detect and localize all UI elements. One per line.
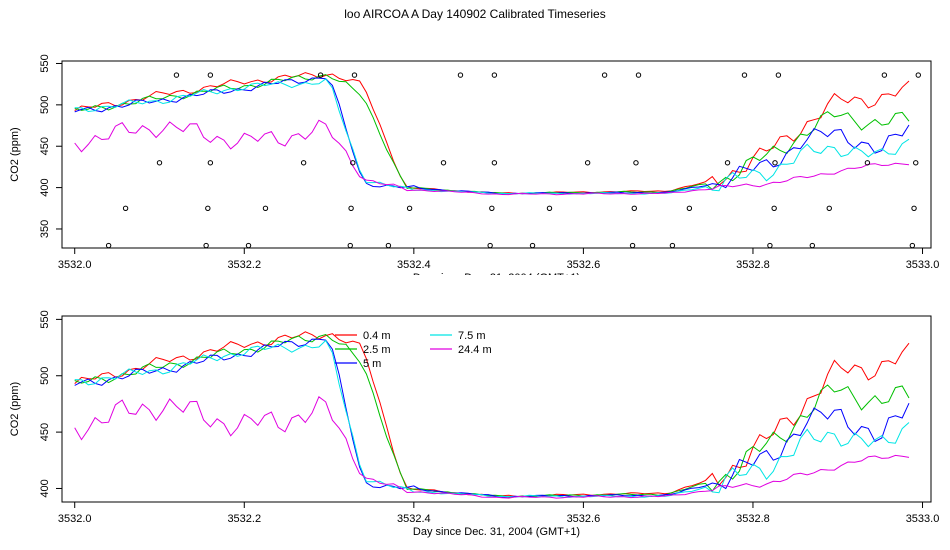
calibration-point <box>864 160 871 166</box>
y-tick-label: 400 <box>39 479 51 497</box>
y-tick-label: 500 <box>39 367 51 385</box>
series-line-5-m <box>74 338 910 498</box>
calibration-point <box>245 242 252 249</box>
calibration-point <box>911 205 917 211</box>
calibration-point <box>686 205 693 211</box>
calibration-point <box>915 72 921 78</box>
calibration-point <box>913 160 919 166</box>
calibration-point <box>385 242 392 249</box>
y-tick-label: 450 <box>39 423 51 441</box>
calibration-point <box>741 72 748 78</box>
plot-frame <box>61 315 932 503</box>
y-tick-label: 550 <box>39 54 51 72</box>
calibration-point <box>105 242 112 249</box>
legend-label: 5 m <box>363 358 381 370</box>
calibration-point <box>173 72 180 78</box>
calibration-point <box>300 160 307 166</box>
x-tick-label: 3532.2 <box>227 513 261 525</box>
y-axis-label: CO2 (ppm) <box>9 382 21 436</box>
calibration-point <box>546 205 553 211</box>
series-line-24-4-m <box>74 119 910 196</box>
calibration-point <box>207 72 214 78</box>
bottom-chart: 3532.0 3532.2 3532.4 3532.6 3532.8 3533.0 400 4… <box>9 310 940 538</box>
x-tick-label: 3532.4 <box>397 513 431 525</box>
calibration-point <box>491 160 498 166</box>
series-line-24-4-m <box>74 396 910 499</box>
calibration-point <box>317 72 324 78</box>
y-tick-label: 550 <box>39 310 51 328</box>
plot-frame <box>61 60 932 249</box>
calibration-point <box>724 160 731 166</box>
calibration-point <box>440 160 447 166</box>
legend-label: 24.4 m <box>458 344 492 356</box>
calibration-point <box>635 72 642 78</box>
series-line-0-4-m <box>74 331 910 498</box>
calibration-point <box>669 242 676 249</box>
y-tick-label: 350 <box>39 220 51 238</box>
legend-label: 0.4 m <box>363 330 391 342</box>
calibration-point <box>909 242 916 249</box>
calibration-point <box>771 205 777 211</box>
legend-label: 7.5 m <box>458 330 486 342</box>
calibration-point <box>348 205 354 211</box>
calibration-point <box>775 72 782 78</box>
calibration-point <box>772 160 778 166</box>
calibration-point <box>351 72 358 78</box>
series-line-2-5-m <box>74 333 910 498</box>
x-tick-label: 3533.0 <box>906 259 940 271</box>
calibration-point <box>767 242 773 249</box>
calibration-point <box>584 160 591 166</box>
top-chart: 3532.0 3532.2 3532.4 3532.6 3532.8 3533.0 350 4… <box>9 54 940 275</box>
x-tick-label: 3532.8 <box>736 513 770 525</box>
y-tick-label: 450 <box>39 137 51 155</box>
calibration-point <box>122 205 129 211</box>
calibration-point <box>203 242 209 249</box>
calibration-point <box>457 72 464 78</box>
calibration-point <box>406 205 413 211</box>
series-line-5-m <box>74 77 910 195</box>
calibration-point <box>529 242 536 249</box>
x-tick-label: 3532.0 <box>58 513 92 525</box>
calibration-point <box>156 160 163 166</box>
x-tick-label: 3533.0 <box>906 513 940 525</box>
calibration-point <box>489 205 495 211</box>
x-axis-label: Day since Dec. 31, 2004 (GMT+1) <box>413 526 580 538</box>
calibration-point <box>487 242 493 249</box>
x-tick-label: 3532.8 <box>736 259 770 271</box>
y-tick-label: 400 <box>39 178 51 196</box>
x-axis-label: Day since Dec. 31, 2004 (GMT+1) <box>413 272 580 275</box>
calibration-point <box>491 72 498 78</box>
y-tick-label: 500 <box>39 96 51 114</box>
calibration-point <box>205 205 211 211</box>
legend-label: 2.5 m <box>363 344 391 356</box>
calibration-point <box>631 205 637 211</box>
x-tick-label: 3532.4 <box>397 259 431 271</box>
x-tick-label: 3532.2 <box>227 259 261 271</box>
calibration-point <box>601 72 608 78</box>
calibration-point <box>633 160 639 166</box>
calibration-point <box>809 242 816 249</box>
calibration-point <box>347 242 353 249</box>
calibration-point <box>207 160 214 166</box>
x-tick-label: 3532.0 <box>58 259 92 271</box>
x-tick-label: 3532.6 <box>567 513 601 525</box>
calibration-point <box>881 72 888 78</box>
calibration-point <box>350 160 356 166</box>
series-line-7-5-m <box>74 339 910 498</box>
figure-title: loo AIRCOA A Day 140902 Calibrated Times… <box>344 7 606 21</box>
y-axis-label: CO2 (ppm) <box>9 127 21 181</box>
x-tick-label: 3532.6 <box>567 259 601 271</box>
series-line-2-5-m <box>74 74 910 195</box>
calibration-point <box>826 205 832 211</box>
calibration-point <box>262 205 269 211</box>
calibration-point <box>629 242 636 249</box>
